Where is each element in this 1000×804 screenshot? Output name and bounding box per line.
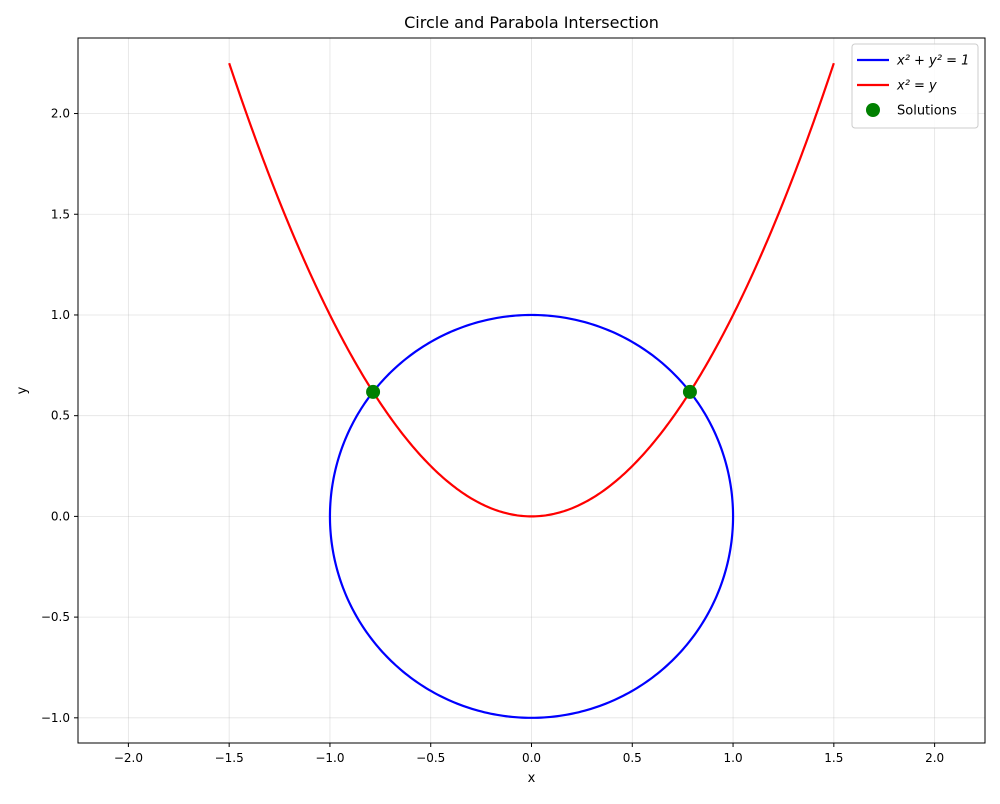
grid — [78, 38, 985, 743]
x-tick-label: −2.0 — [114, 751, 143, 765]
legend-label: x² = y — [896, 79, 937, 94]
y-tick-label: 0.5 — [51, 409, 70, 423]
x-tick-label: 2.0 — [925, 751, 944, 765]
x-tick-label: 0.5 — [623, 751, 642, 765]
y-axis-label: y — [15, 386, 30, 394]
circle-series-line — [328, 313, 735, 719]
y-tick-label: 1.5 — [51, 207, 70, 221]
x-tick-label: −1.0 — [315, 751, 344, 765]
solution-point — [682, 384, 697, 399]
solution-point — [366, 384, 381, 399]
x-tick-label: 1.5 — [824, 751, 843, 765]
y-tick-label: 0.0 — [51, 509, 70, 523]
legend-label: x² + y² = 1 — [896, 54, 969, 69]
y-tick-label: −0.5 — [41, 610, 70, 624]
axis-ticks: −2.0 −1.5 −1.0 −0.5 0.0 0.5 1.0 1.5 2.0 −1.0 −0.5 0… — [41, 107, 944, 765]
parabola-series-line — [228, 62, 835, 518]
x-tick-label: −1.5 — [215, 751, 244, 765]
plot-series — [228, 62, 835, 719]
y-tick-label: 2.0 — [51, 107, 70, 121]
legend-label: Solutions — [897, 104, 957, 119]
y-tick-label: 1.0 — [51, 308, 70, 322]
x-tick-label: 1.0 — [724, 751, 743, 765]
x-tick-label: −0.5 — [416, 751, 445, 765]
x-axis-label: x — [528, 771, 536, 786]
y-tick-label: −1.0 — [41, 711, 70, 725]
chart-title: Circle and Parabola Intersection — [404, 13, 659, 32]
legend-marker — [866, 103, 880, 117]
x-tick-label: 0.0 — [522, 751, 541, 765]
legend: x² + y² = 1 x² = y Solutions — [851, 43, 979, 129]
legend-box — [851, 43, 979, 129]
